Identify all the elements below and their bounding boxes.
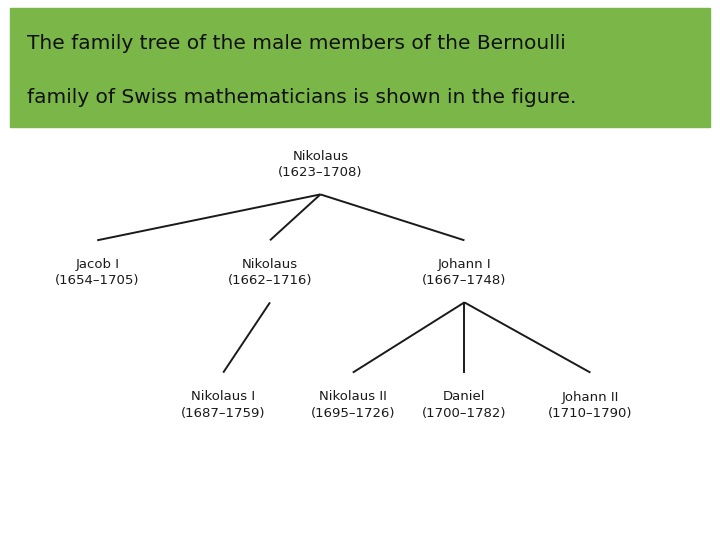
Text: Nikolaus
(1662–1716): Nikolaus (1662–1716) bbox=[228, 258, 312, 287]
Text: family of Swiss mathematicians is shown in the figure.: family of Swiss mathematicians is shown … bbox=[27, 87, 577, 107]
Text: Daniel
(1700–1782): Daniel (1700–1782) bbox=[422, 390, 507, 420]
Text: The family tree of the male members of the Bernoulli: The family tree of the male members of t… bbox=[27, 33, 566, 53]
FancyBboxPatch shape bbox=[10, 8, 710, 127]
Text: Johann I
(1667–1748): Johann I (1667–1748) bbox=[422, 258, 507, 287]
Text: Nikolaus
(1623–1708): Nikolaus (1623–1708) bbox=[278, 150, 363, 179]
Text: Nikolaus I
(1687–1759): Nikolaus I (1687–1759) bbox=[181, 390, 266, 420]
Text: Jacob I
(1654–1705): Jacob I (1654–1705) bbox=[55, 258, 140, 287]
Text: Nikolaus II
(1695–1726): Nikolaus II (1695–1726) bbox=[310, 390, 395, 420]
Text: Johann II
(1710–1790): Johann II (1710–1790) bbox=[548, 390, 633, 420]
